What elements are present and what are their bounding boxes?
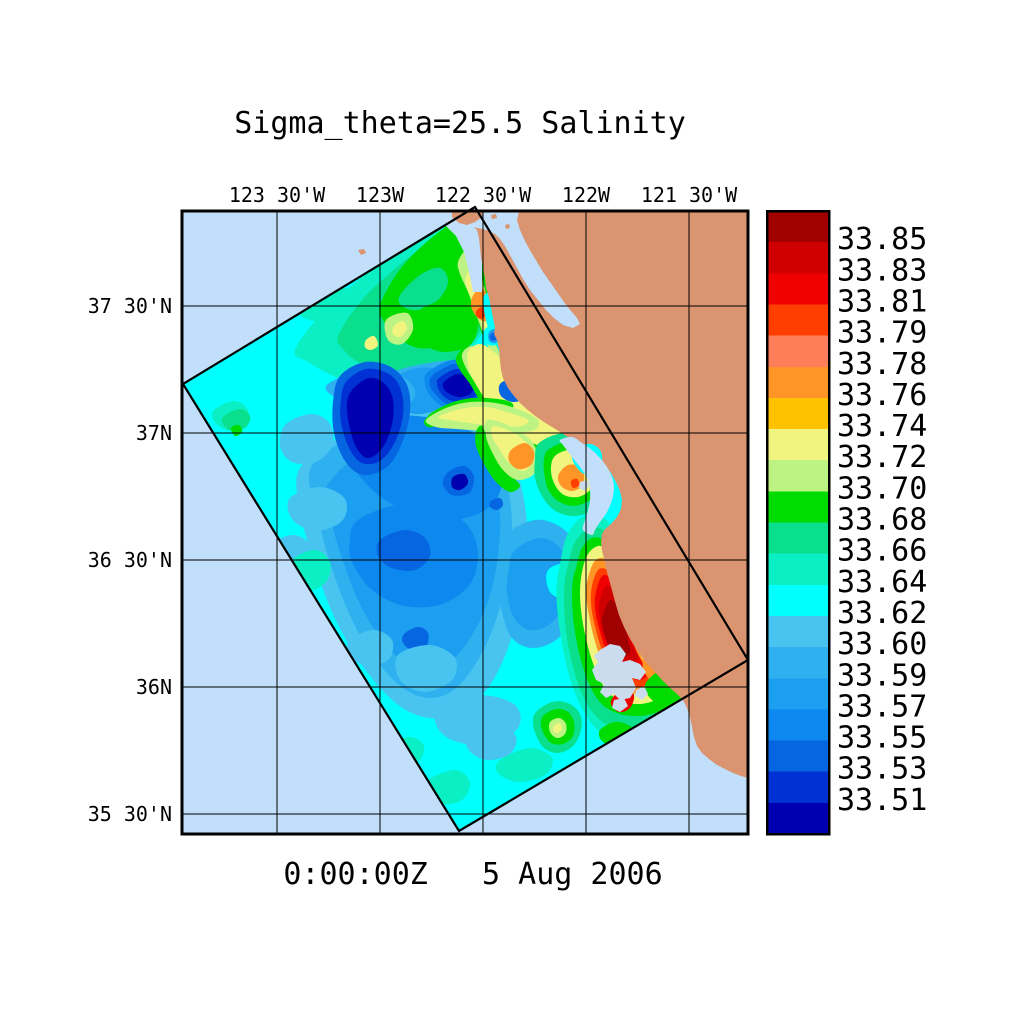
cloud-mask-patch bbox=[635, 686, 648, 700]
colorbar-label: 33.64 bbox=[837, 565, 927, 600]
colorbar-label: 33.78 bbox=[837, 347, 927, 382]
colorbar-label: 33.60 bbox=[837, 627, 927, 662]
colorbar-label: 33.53 bbox=[837, 752, 927, 787]
salinity-contour-blob bbox=[508, 442, 535, 470]
x-tick-label: 122W bbox=[562, 183, 611, 207]
colorbar-block bbox=[767, 615, 829, 648]
y-tick-label: 36 30'N bbox=[88, 548, 172, 572]
colorbar-outline bbox=[765, 209, 831, 836]
colorbar-label: 33.74 bbox=[837, 409, 927, 444]
salinity-contour-blob bbox=[398, 267, 449, 311]
x-tick-label: 122 30'W bbox=[435, 183, 532, 207]
swath-outline bbox=[181, 205, 750, 833]
figure-title: Sigma_theta=25.5 Salinity bbox=[234, 106, 686, 141]
colorbar-label: 33.57 bbox=[837, 689, 927, 724]
salinity-contour-blob bbox=[401, 626, 429, 652]
salinity-contour-blob bbox=[506, 537, 571, 631]
island bbox=[505, 224, 510, 229]
colorbar-block bbox=[767, 242, 829, 274]
salinity-contour-blob bbox=[552, 722, 563, 734]
colorbar-label: 33.72 bbox=[837, 440, 927, 475]
salinity-contour-blob bbox=[434, 211, 482, 292]
salinity-contour-blob bbox=[466, 725, 517, 761]
salinity-contour-blob bbox=[442, 373, 474, 398]
map-frame bbox=[180, 209, 750, 836]
y-tick-label: 37N bbox=[136, 421, 172, 445]
y-tick-label: 36N bbox=[136, 675, 172, 699]
colorbar-block bbox=[767, 647, 829, 679]
x-tick-label: 123 30'W bbox=[229, 183, 326, 207]
island bbox=[358, 249, 366, 255]
colorbar-block bbox=[767, 771, 829, 804]
colorbar-label: 33.70 bbox=[837, 471, 927, 506]
colorbar-block bbox=[767, 304, 829, 337]
salinity-contour-blob bbox=[346, 630, 394, 667]
colorbar-label: 33.66 bbox=[837, 534, 927, 569]
colorbar-block bbox=[767, 553, 829, 586]
salinity-contour-blob bbox=[451, 473, 469, 491]
land-california bbox=[474, 211, 748, 778]
colorbar-label: 33.76 bbox=[837, 378, 927, 413]
y-tick-label: 37 30'N bbox=[88, 294, 172, 318]
salinity-contour-blob bbox=[570, 478, 580, 489]
colorbar: 33.8533.8333.8133.7933.7833.7633.7433.72… bbox=[765, 209, 927, 836]
colorbar-label: 33.83 bbox=[837, 253, 927, 288]
colorbar-label: 33.51 bbox=[837, 783, 927, 818]
colorbar-block bbox=[767, 273, 829, 305]
colorbar-block bbox=[767, 584, 829, 617]
x-tick-label: 121 30'W bbox=[641, 183, 738, 207]
salinity-contour-blob bbox=[221, 409, 251, 432]
colorbar-block bbox=[767, 802, 829, 835]
colorbar-block bbox=[767, 366, 829, 399]
salinity-contour-blob bbox=[413, 299, 479, 352]
colorbar-label: 33.79 bbox=[837, 316, 927, 351]
bay-water bbox=[471, 211, 580, 328]
colorbar-block bbox=[767, 211, 829, 243]
salinity-contour-blob bbox=[601, 599, 631, 658]
cloud-mask-patch bbox=[612, 698, 628, 712]
island bbox=[491, 214, 497, 219]
map-area bbox=[182, 211, 748, 834]
no-data-patch bbox=[559, 436, 614, 535]
salinity-contour-blob bbox=[392, 320, 408, 338]
salinity-contour-blob bbox=[287, 486, 347, 532]
x-tick-label: 123W bbox=[356, 183, 405, 207]
salinity-contour-blob bbox=[495, 747, 553, 783]
salinity-contour-blob bbox=[346, 377, 394, 458]
colorbar-label: 33.85 bbox=[837, 222, 927, 257]
cloud-mask-patch bbox=[592, 644, 646, 700]
colorbar-block bbox=[767, 335, 829, 368]
colorbar-block bbox=[767, 429, 829, 461]
colorbar-label: 33.55 bbox=[837, 721, 927, 756]
island bbox=[452, 211, 484, 225]
colorbar-block bbox=[767, 522, 829, 555]
colorbar-block bbox=[767, 397, 829, 430]
colorbar-block bbox=[767, 460, 829, 492]
colorbar-label: 33.68 bbox=[837, 503, 927, 538]
colorbar-block bbox=[767, 491, 829, 523]
salinity-contour-blob bbox=[489, 497, 504, 511]
salinity-contour-blob bbox=[395, 644, 457, 692]
colorbar-block bbox=[767, 709, 829, 742]
salinity-contour-blob bbox=[376, 529, 431, 571]
time-label: 0:00:00Z 5 Aug 2006 bbox=[283, 857, 662, 892]
salinity-contour-blob bbox=[364, 335, 379, 351]
colorbar-block bbox=[767, 740, 829, 773]
colorbar-label: 33.81 bbox=[837, 284, 927, 319]
y-tick-label: 35 30'N bbox=[88, 802, 172, 826]
colorbar-label: 33.62 bbox=[837, 596, 927, 631]
salinity-contour-blob bbox=[279, 414, 334, 465]
colorbar-label: 33.59 bbox=[837, 658, 927, 693]
colorbar-block bbox=[767, 678, 829, 710]
